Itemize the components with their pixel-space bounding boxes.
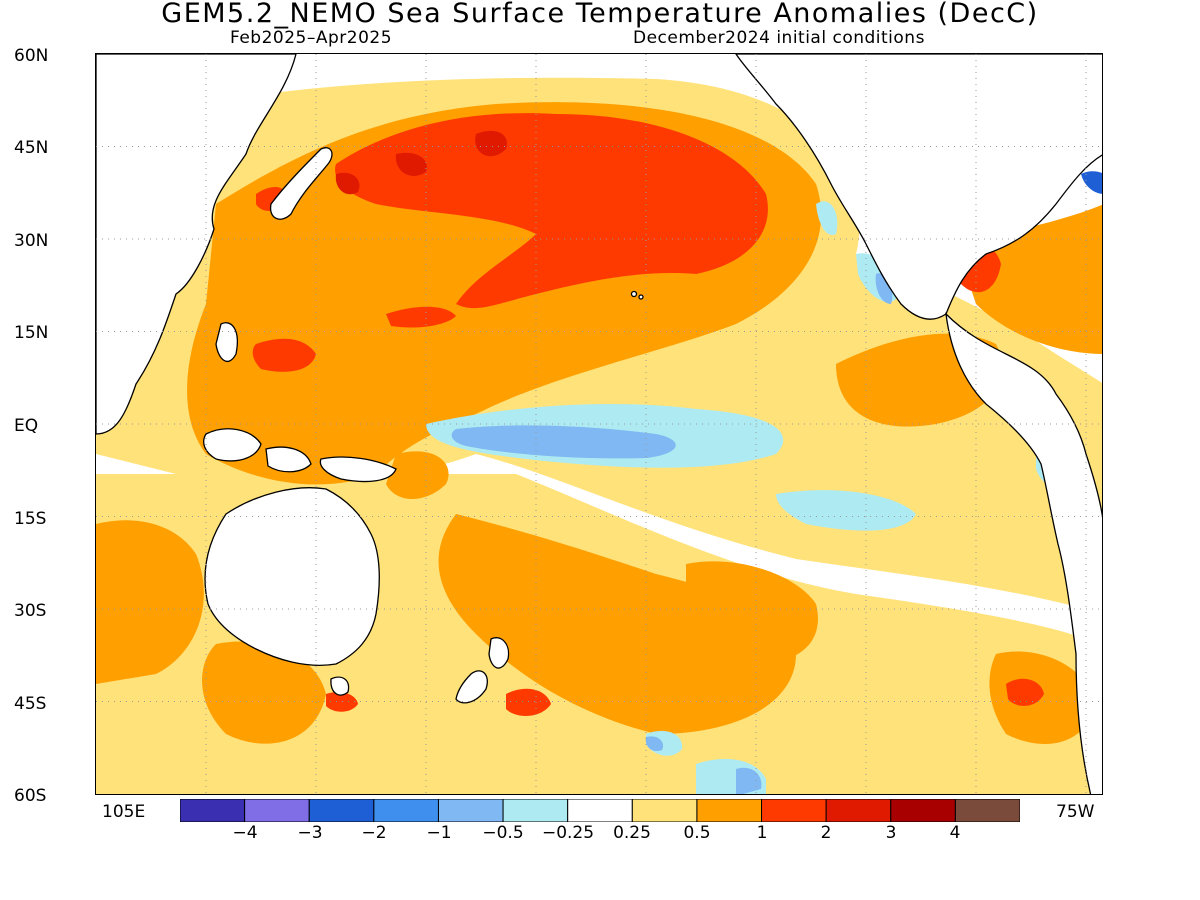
initial-conditions-label: December2024 initial conditions <box>633 28 925 48</box>
colorbar-label: 0.25 <box>613 823 651 843</box>
colorbar-swatch <box>180 799 246 822</box>
lat-label-30s: 30S <box>14 601 47 621</box>
sst-anomaly-map <box>95 53 1103 795</box>
colorbar-label: −2 <box>361 823 387 843</box>
map-title: GEM5.2_NEMO Sea Surface Temperature Anom… <box>161 0 1039 29</box>
colorbar-label: −4 <box>232 823 258 843</box>
colorbar-label: 0.5 <box>683 823 711 843</box>
lat-label-60s: 60S <box>14 786 47 806</box>
colorbar-label: 3 <box>885 823 897 843</box>
lat-label-45n: 45N <box>14 138 49 158</box>
colorbar-swatch <box>437 799 504 822</box>
colorbar-label: −1 <box>426 823 452 843</box>
colorbar-swatch <box>890 799 956 822</box>
colorbar-label: −3 <box>297 823 323 843</box>
colorbar-swatch <box>244 799 310 822</box>
lat-label-15s: 15S <box>14 509 47 529</box>
graticule <box>96 54 1102 794</box>
lat-label-eq: EQ <box>14 416 39 436</box>
colorbar-label: 1 <box>756 823 768 843</box>
colorbar-swatch <box>761 799 827 822</box>
colorbar-label: 4 <box>949 823 961 843</box>
colorbar-swatch <box>825 799 892 822</box>
colorbar-label: −0.5 <box>482 823 524 843</box>
lat-label-30n: 30N <box>14 231 49 251</box>
colorbar-swatch <box>631 799 698 822</box>
anomaly-field <box>96 77 1102 794</box>
lat-label-15n: 15N <box>14 323 49 343</box>
lat-label-60n: 60N <box>14 46 49 66</box>
landmasses <box>96 54 1102 794</box>
lat-label-45s: 45S <box>14 694 47 714</box>
colorbar-swatch <box>954 799 1020 822</box>
lon-label-75w: 75W <box>1056 802 1095 822</box>
colorbar-swatch <box>567 799 633 822</box>
colorbar-swatch <box>696 799 763 822</box>
colorbar-label: 2 <box>820 823 832 843</box>
colorbar-swatch <box>373 799 439 822</box>
colorbar-swatch <box>308 799 375 822</box>
colorbar-swatch <box>502 799 569 822</box>
colorbar <box>180 799 1020 822</box>
lon-label-105e: 105E <box>102 802 146 822</box>
forecast-period: Feb2025–Apr2025 <box>230 28 393 48</box>
colorbar-label: −0.25 <box>541 823 595 843</box>
